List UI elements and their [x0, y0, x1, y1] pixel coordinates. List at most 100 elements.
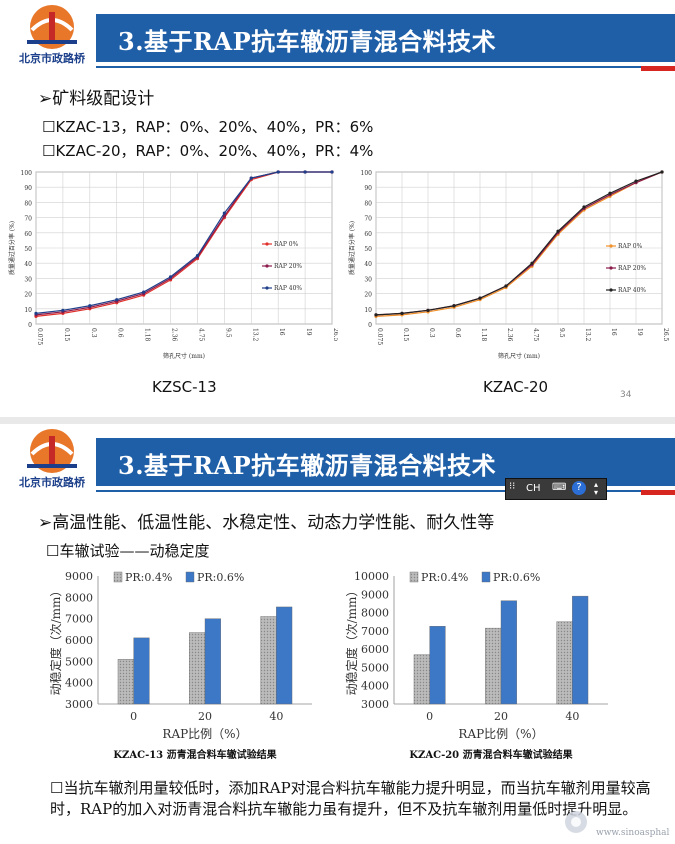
x-axis-label: RAP比例（%） — [162, 727, 247, 741]
watermark-url: www.sinoasphalt.com — [596, 828, 670, 838]
bar — [276, 606, 293, 705]
rut-test-chart-kzac13: 3000 4000 5000 6000 7000 8000 9000 0 20 40 RAP比例（%… — [50, 570, 312, 761]
y-tick-label: 0 — [368, 322, 372, 329]
bar — [189, 632, 206, 705]
y-tick-label: 9000 — [361, 588, 389, 601]
data-point — [660, 170, 664, 174]
y-tick-label: 100 — [361, 170, 373, 177]
ime-grip-icon[interactable]: ⁝⁝ — [509, 481, 516, 492]
legend-label: RAP 0% — [618, 243, 643, 250]
x-tick-label: 4.75 — [532, 328, 539, 342]
legend-label: RAP 40% — [274, 285, 302, 292]
x-tick-label: 26.5 — [662, 328, 669, 342]
data-point — [400, 311, 404, 315]
series-line — [375, 171, 663, 316]
bar — [413, 654, 430, 705]
x-tick-label: 0.075 — [376, 328, 383, 345]
logo-text: 北京市政路桥 — [19, 476, 85, 489]
y-tick-label: 90 — [24, 185, 32, 192]
slide-separator — [0, 417, 675, 424]
data-point — [582, 205, 586, 209]
y-tick-label: 10 — [364, 307, 372, 314]
x-tick-label: 0.15 — [402, 328, 409, 342]
checkbox-bullet-icon: ☐ — [50, 779, 64, 797]
x-tick-label: 20 — [198, 710, 212, 723]
bar — [572, 595, 589, 705]
y-tick-label: 30 — [24, 276, 32, 283]
bullet-item: ☐KZAC-13，RAP：0%、20%、40%，PR：6% — [42, 116, 373, 137]
bar — [500, 600, 517, 705]
x-tick-label: 13.2 — [251, 328, 258, 342]
x-tick-label: 9.5 — [558, 328, 565, 338]
y-tick-label: 7000 — [65, 613, 93, 626]
slide-2: 北京市政路桥 3.基于RAP抗车辙沥青混合料技术 ➢高温性能、低温性能、水稳定性… — [0, 424, 675, 844]
legend-label: PR:0.6% — [493, 571, 540, 584]
x-tick-label: 2.36 — [506, 328, 513, 342]
page-number: 34 — [620, 390, 632, 400]
y-tick-label: 4000 — [65, 677, 93, 690]
x-tick-label: 1.18 — [144, 328, 151, 342]
title-band — [96, 14, 675, 62]
bar — [260, 616, 277, 705]
y-tick-label: 80 — [364, 200, 372, 207]
legend-marker — [609, 288, 613, 292]
legend-label: RAP 20% — [618, 265, 646, 272]
data-point — [249, 176, 253, 180]
legend-swatch — [481, 571, 491, 583]
legend-marker — [609, 266, 613, 270]
data-point — [478, 296, 482, 300]
x-tick-label: 0.6 — [117, 328, 124, 338]
data-point — [374, 313, 378, 317]
legend-label: PR:0.6% — [197, 571, 244, 584]
ime-options-icon[interactable]: ▴ ▾ — [594, 480, 599, 497]
data-point — [330, 170, 334, 174]
arrow-bullet-icon: ➢ — [38, 513, 53, 533]
legend-marker — [265, 264, 269, 268]
x-tick-label: 26.5 — [332, 328, 338, 342]
y-tick-label: 40 — [364, 261, 372, 268]
y-tick-label: 6000 — [361, 643, 389, 656]
x-tick-label: 16 — [278, 328, 285, 336]
legend-swatch — [185, 571, 195, 583]
y-tick-label: 6000 — [65, 634, 93, 647]
data-point — [168, 275, 173, 279]
bar — [485, 627, 502, 705]
y-tick-label: 7000 — [361, 625, 389, 638]
keyboard-icon[interactable]: ⌨ — [552, 482, 567, 493]
gradation-chart-kzac13: 0 10 20 30 40 50 60 70 80 90 100 0.075 0.15 0.3 0.6 1.1… — [8, 170, 338, 360]
help-icon[interactable]: ? — [572, 481, 586, 495]
header-rule — [96, 490, 641, 492]
company-logo: 北京市政路桥 — [2, 2, 102, 68]
x-tick-label: 2.36 — [171, 328, 178, 342]
watermark: www.sinoasphalt.com — [565, 811, 670, 838]
checkbox-bullet-icon: ☐ — [46, 542, 60, 560]
y-tick-label: 50 — [364, 246, 372, 253]
data-point — [142, 290, 146, 294]
y-tick-label: 70 — [364, 216, 372, 223]
section-heading-text: 矿料级配设计 — [52, 89, 155, 109]
ime-toolbar[interactable]: ⁝⁝ CH ⌨ ? ▴ ▾ — [505, 478, 607, 500]
y-tick-label: 40 — [24, 261, 32, 268]
y-tick-label: 20 — [364, 292, 372, 299]
conclusion-text: ☐当抗车辙剂用量较低时，添加RAP对混合料抗车辙能力提升明显，而当抗车辙剂用量较… — [50, 778, 675, 820]
data-point — [556, 229, 560, 233]
legend-swatch — [113, 571, 123, 583]
y-axis-label: 质量通过百分率 (%) — [8, 221, 16, 275]
y-axis-label: 动稳定度（次/mm） — [344, 585, 359, 696]
y-axis-label: 动稳定度（次/mm） — [50, 585, 63, 696]
y-tick-label: 3000 — [361, 698, 389, 711]
x-tick-label: 0.15 — [63, 328, 70, 342]
chart-title: KZAC-20 沥青混合料车辙试验结果 — [409, 748, 573, 761]
data-point — [34, 311, 38, 315]
ime-language[interactable]: CH — [526, 483, 541, 494]
y-tick-label: 60 — [364, 231, 372, 238]
logo-emblem-icon — [27, 5, 77, 49]
chart-title: KZAC-13 沥青混合料车辙试验结果 — [113, 748, 277, 761]
bar — [556, 621, 573, 705]
x-tick-label: 0.3 — [90, 328, 97, 338]
data-point — [276, 170, 280, 174]
data-point — [61, 308, 65, 312]
legend-label: RAP 20% — [274, 263, 302, 270]
gradation-chart-kzac20: 0 10 20 30 40 50 60 70 80 90 100 0.075 0.15 0.3 0.6 1.1… — [348, 170, 669, 360]
y-tick-label: 100 — [21, 170, 33, 177]
